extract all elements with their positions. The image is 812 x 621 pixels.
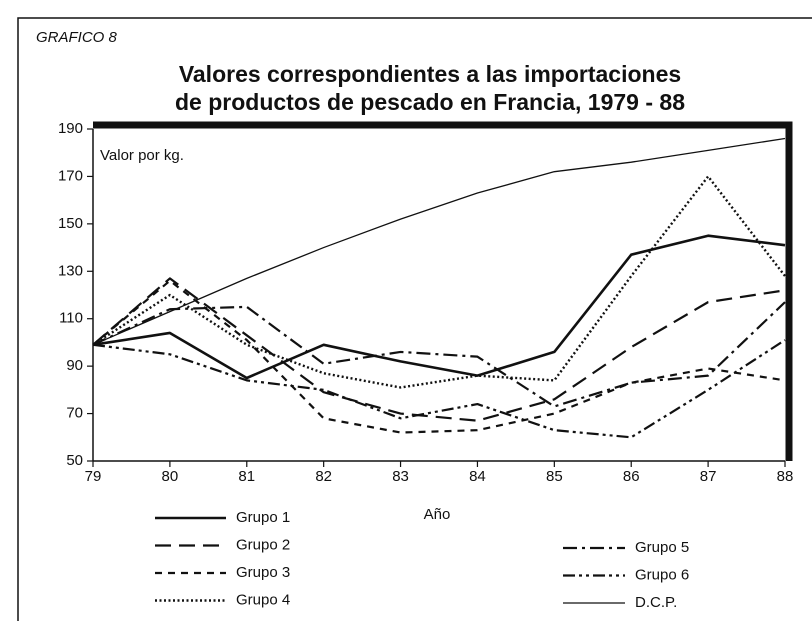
legend-label: Grupo 4 [236,591,290,608]
series-line [92,279,786,434]
y-tick-label: 190 [58,120,83,137]
legend-label: Grupo 6 [635,566,689,583]
series-line [92,339,786,439]
y-tick-label: 130 [58,262,83,279]
chart-subtitle: GRAFICO 8 [36,29,118,46]
x-tick-label: 79 [85,468,102,485]
x-tick-label: 83 [392,468,409,485]
x-tick-label: 82 [315,468,332,485]
series-line [92,301,786,408]
y-tick-label: 150 [58,215,83,232]
plot-shadow-border [93,121,793,461]
frame [17,17,812,621]
x-tick-label: 84 [469,468,486,485]
chart-title: de productos de pescado en Francia, 1979… [175,89,685,115]
series-line [92,277,786,422]
x-tick-label: 88 [777,468,794,485]
y-tick-label: 90 [66,357,83,374]
legend-label: Grupo 1 [236,509,290,526]
x-tick-label: 80 [162,468,179,485]
series-line [92,137,786,346]
legend-label: Grupo 3 [236,564,290,581]
series-line [92,175,786,389]
x-tick-label: 87 [700,468,717,485]
y-tick-label: 110 [59,310,83,327]
y-tick-label: 70 [66,405,83,422]
y-tick-label: 170 [58,167,83,184]
series-line [92,234,786,380]
x-tick-label: 81 [238,468,255,485]
annotation: Valor por kg. [100,147,184,164]
legend-label: D.C.P. [635,594,677,611]
legend-label: Grupo 2 [236,536,290,553]
x-tick-label: 86 [623,468,640,485]
legend-label: Grupo 5 [635,539,689,556]
x-axis-label: Año [424,506,451,523]
y-tick-label: 50 [66,452,83,469]
x-tick-label: 85 [546,468,563,485]
chart-title: Valores correspondientes a las importaci… [179,61,681,87]
